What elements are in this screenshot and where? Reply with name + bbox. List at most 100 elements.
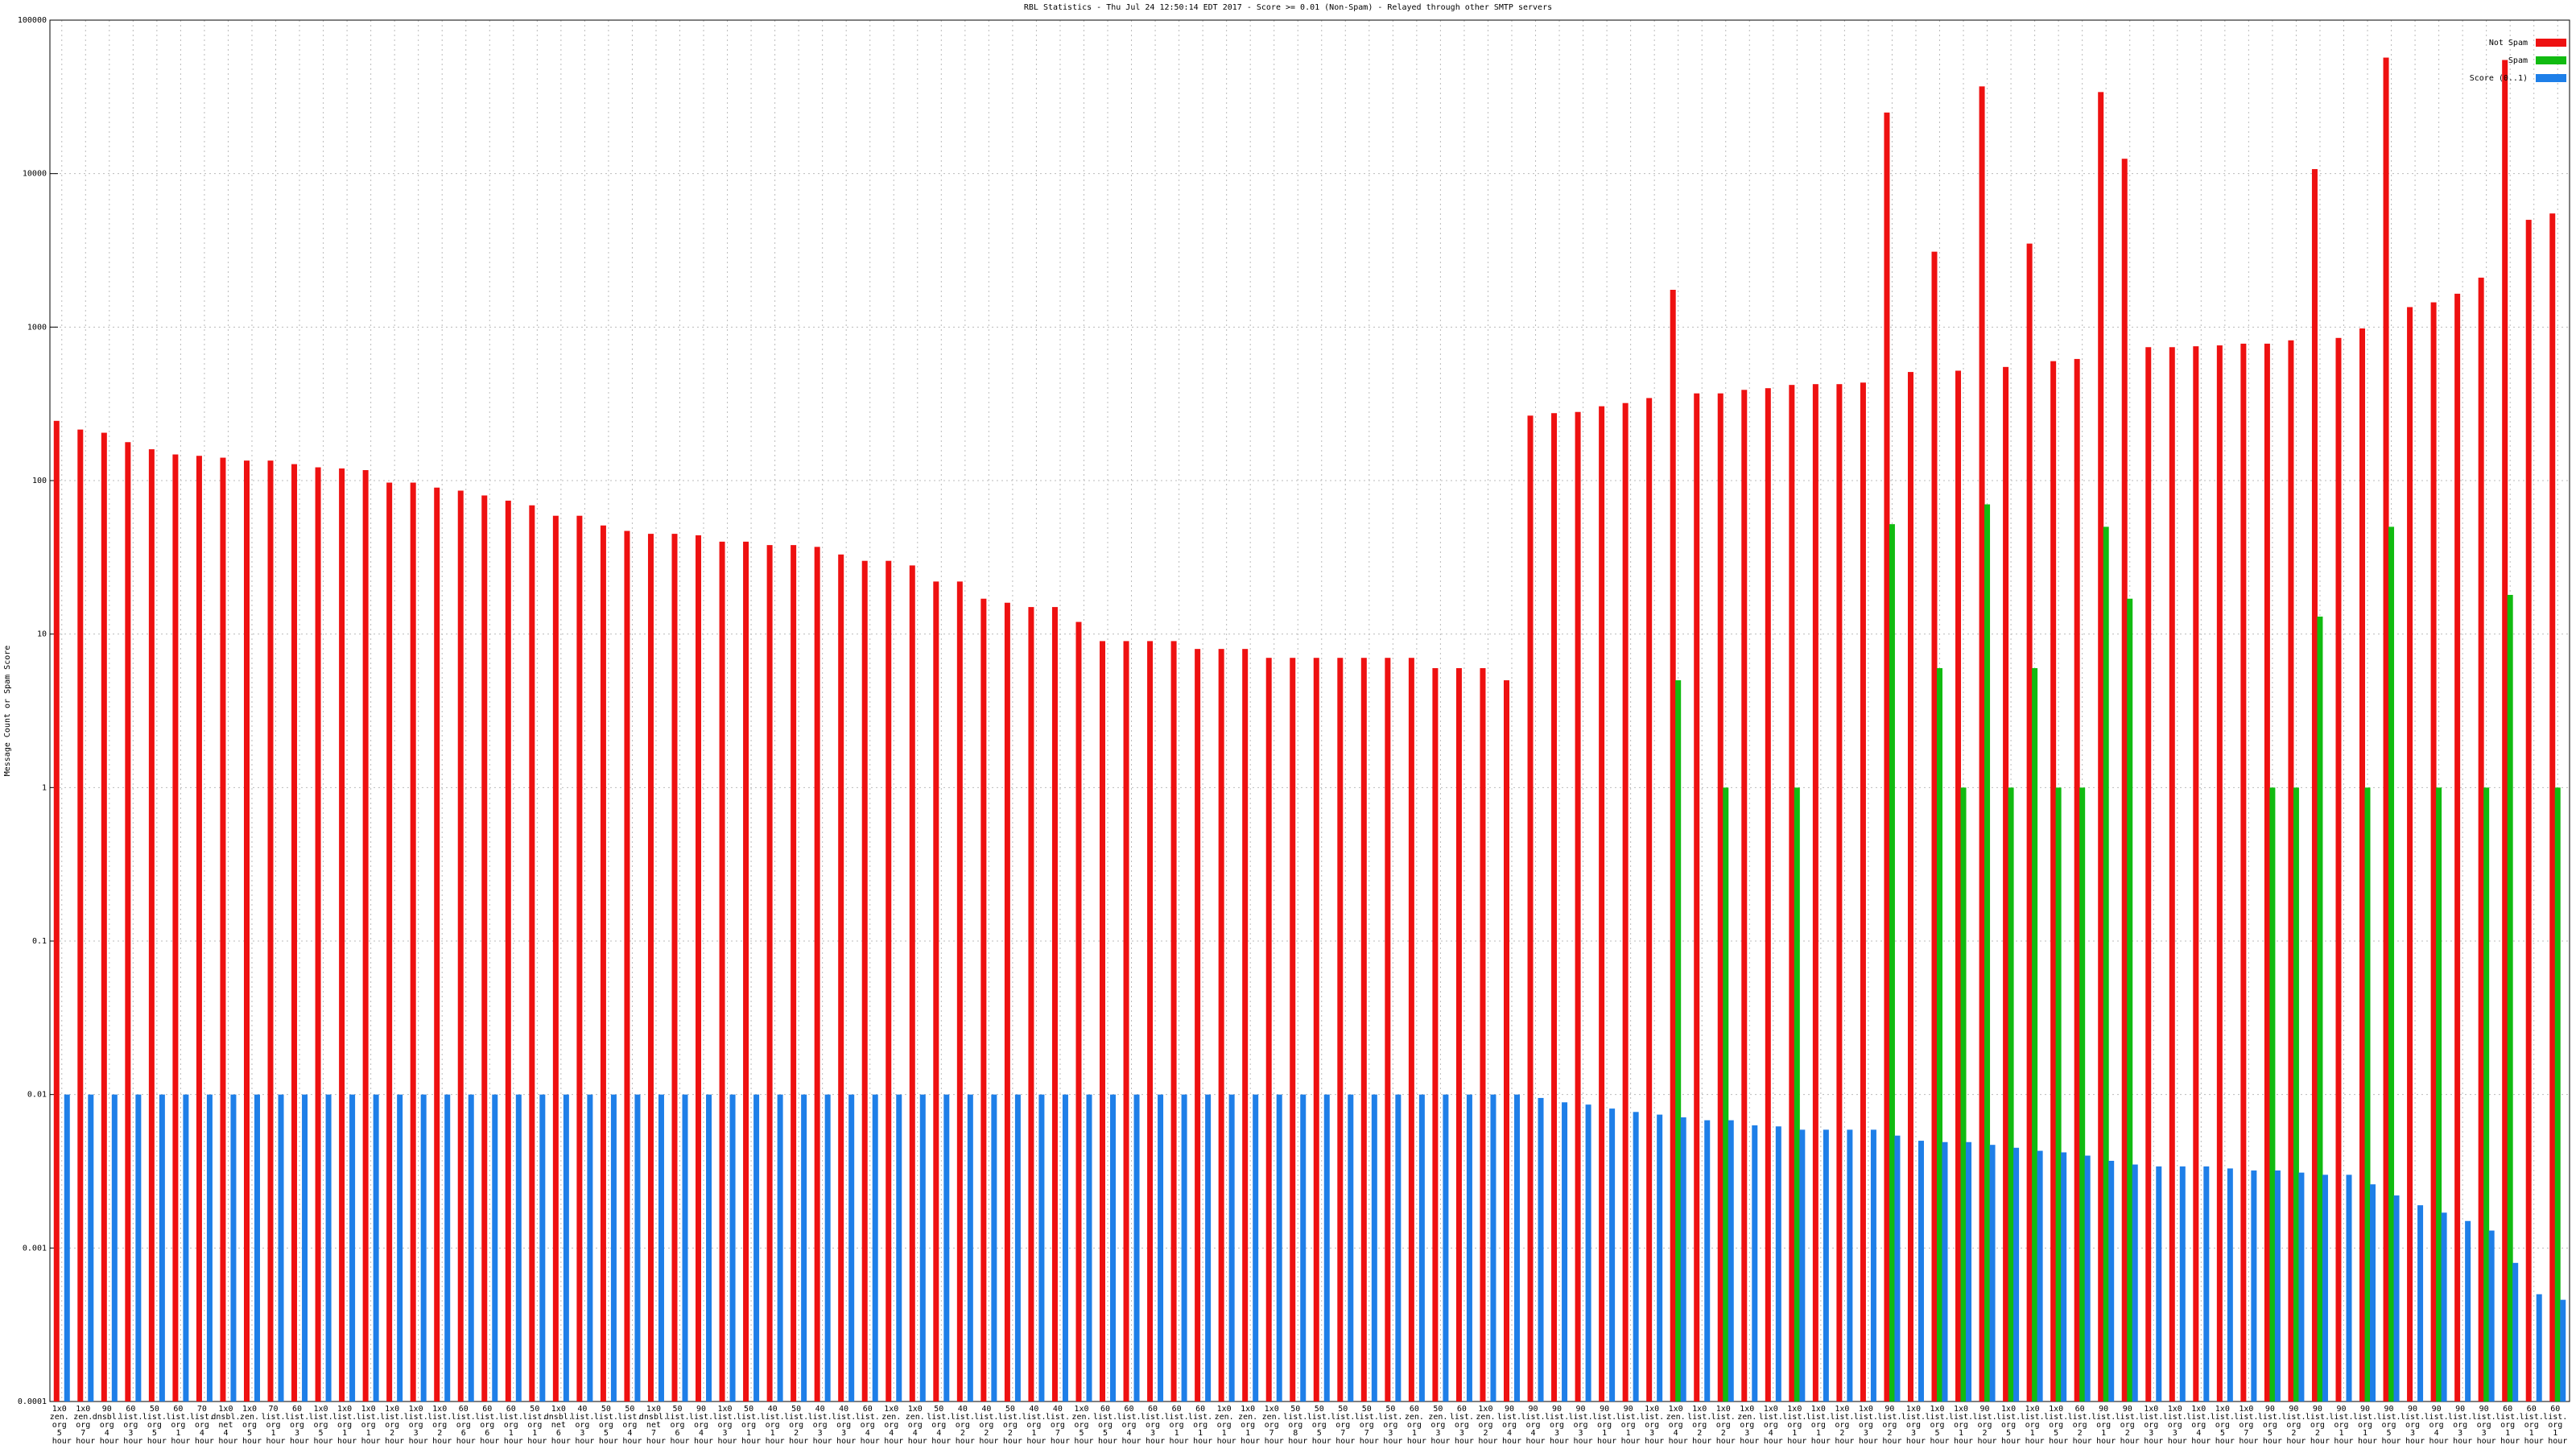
x-tick-label: 1x0 list. org 7 hour xyxy=(2234,1405,2263,1446)
bar xyxy=(1937,667,1942,1402)
x-tick-label: 90 list. org 4 hour xyxy=(1521,1405,1550,1446)
bar xyxy=(267,460,274,1402)
bar xyxy=(2478,277,2484,1402)
bar xyxy=(1723,787,1729,1402)
bar xyxy=(2098,92,2104,1402)
bar xyxy=(753,1094,760,1402)
bar xyxy=(420,1094,427,1402)
bar xyxy=(1847,1129,1853,1402)
bar xyxy=(1348,1094,1354,1402)
bar xyxy=(1513,1094,1520,1402)
bar xyxy=(1599,406,1605,1402)
bar xyxy=(1680,1117,1686,1402)
x-tick-label: 60 list. org 1 hour xyxy=(166,1405,195,1446)
x-tick-label: 90 list. org 2 hour xyxy=(2116,1405,2145,1446)
bar xyxy=(1812,384,1818,1402)
bar xyxy=(2436,787,2442,1402)
bar xyxy=(278,1094,284,1402)
bar xyxy=(88,1094,94,1402)
bar xyxy=(896,1094,902,1402)
bar xyxy=(838,554,844,1402)
x-tick-label: 70 list. org 4 hour xyxy=(190,1405,219,1446)
bar xyxy=(2502,60,2508,1402)
bar xyxy=(1075,621,1082,1402)
x-tick-label: 1x0 list. org 5 hour xyxy=(2211,1405,2240,1446)
bar xyxy=(1551,413,1558,1402)
bar xyxy=(444,1094,451,1402)
x-tick-label: 1x0 list. org 2 hour xyxy=(1687,1405,1716,1446)
bar xyxy=(1038,1094,1045,1402)
bar xyxy=(1741,390,1748,1402)
bar xyxy=(230,1094,237,1402)
bar xyxy=(2311,169,2318,1402)
bar xyxy=(791,545,797,1402)
x-tick-label: 90 list. org 4 hour xyxy=(1497,1405,1526,1446)
bar xyxy=(101,432,107,1402)
bar xyxy=(2388,526,2395,1402)
bar xyxy=(587,1094,593,1402)
x-tick-label: 50 list. org 2 hour xyxy=(998,1405,1027,1446)
bar xyxy=(2179,1166,2186,1402)
bar xyxy=(600,525,606,1402)
x-tick-label: 50 list. org 8 hour xyxy=(1283,1405,1312,1446)
bar xyxy=(515,1094,522,1402)
bar xyxy=(1527,415,1534,1402)
bar xyxy=(2554,787,2561,1402)
x-tick-label: 90 list. org 1 hour xyxy=(1616,1405,1645,1446)
x-tick-label: 50 list. org 7 hour xyxy=(1331,1405,1360,1446)
bar xyxy=(2274,1170,2281,1402)
x-tick-label: 1x0 list. org 5 hour xyxy=(2044,1405,2073,1446)
bar xyxy=(943,1094,950,1402)
bar xyxy=(2145,347,2152,1402)
bar xyxy=(1028,607,1034,1402)
x-tick-label: 90 list. org 5 hour xyxy=(2376,1405,2405,1446)
bar xyxy=(1884,112,1890,1402)
y-tick-label: 1 xyxy=(42,783,47,792)
x-tick-label: 1x0 list. org 1 hour xyxy=(1949,1405,1978,1446)
bar xyxy=(148,449,155,1402)
bar xyxy=(2269,787,2276,1402)
bar xyxy=(1585,1104,1591,1402)
bar xyxy=(457,490,464,1402)
bar xyxy=(2512,1262,2519,1402)
bar xyxy=(1253,1094,1259,1402)
x-tick-label: 70 list. org 1 hour xyxy=(261,1405,290,1446)
bar xyxy=(2549,213,2556,1402)
x-tick-label: 50 list. org 1 hour xyxy=(737,1405,766,1446)
bar xyxy=(339,468,345,1402)
bar xyxy=(1432,667,1439,1402)
x-tick-label: 40 list. org 7 hour xyxy=(1046,1405,1075,1446)
bar xyxy=(729,1094,736,1402)
bar xyxy=(1276,1094,1282,1402)
plot-frame xyxy=(49,19,2570,1402)
x-tick-label: 90 list. org 1 hour xyxy=(2091,1405,2120,1446)
x-tick-label: 90 list. org 1 hour xyxy=(2353,1405,2382,1446)
x-tick-label: 90 list. org 3 hour xyxy=(2401,1405,2429,1446)
bar xyxy=(1675,680,1682,1402)
bar xyxy=(886,560,892,1402)
x-tick-label: 50 list. org 5 hour xyxy=(594,1405,623,1446)
bar xyxy=(125,442,131,1402)
x-tick-label: 1x0 list. org 5 hour xyxy=(1925,1405,1954,1446)
bar xyxy=(2264,343,2270,1402)
bar xyxy=(682,1094,688,1402)
bar xyxy=(1775,1126,1781,1402)
bar xyxy=(1408,658,1414,1402)
bar xyxy=(2251,1170,2257,1402)
bar xyxy=(1371,1094,1377,1402)
bar xyxy=(1205,1094,1212,1402)
x-tick-label: 60 list. org 1 hour xyxy=(2496,1405,2524,1446)
bar xyxy=(2507,594,2513,1402)
x-tick-label: 1x0 list. org 3 hour xyxy=(1901,1405,1930,1446)
bar xyxy=(933,581,939,1402)
bar xyxy=(814,547,820,1402)
legend-swatch xyxy=(2536,74,2566,82)
bar xyxy=(2061,1152,2067,1402)
bar xyxy=(2335,337,2342,1402)
bar xyxy=(2055,787,2062,1402)
bar xyxy=(302,1094,308,1402)
bar xyxy=(1323,1094,1330,1402)
bar xyxy=(2156,1166,2162,1402)
